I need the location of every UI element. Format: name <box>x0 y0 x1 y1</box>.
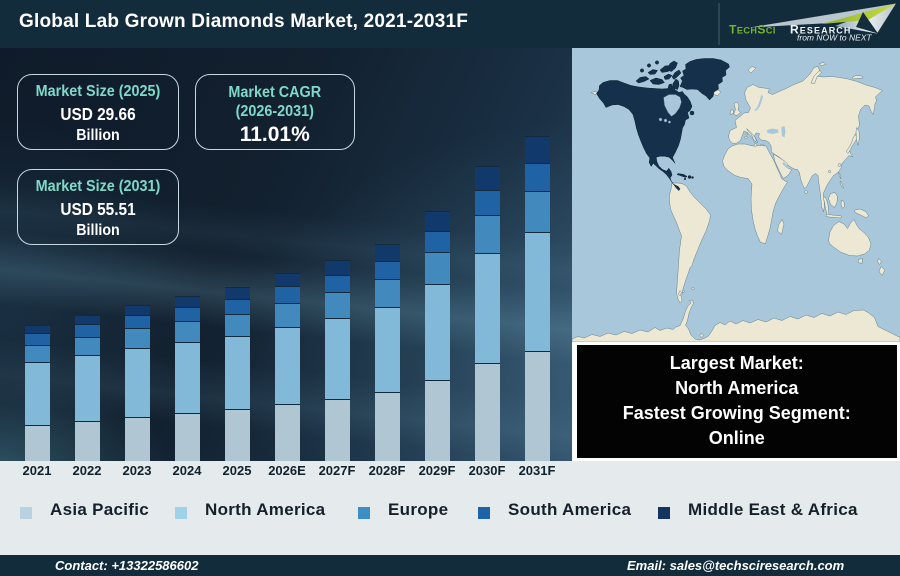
svg-text:RESEARCH: RESEARCH <box>790 23 852 37</box>
svg-text:from NOW to NEXT: from NOW to NEXT <box>797 33 872 43</box>
svg-text:TECHSCI: TECHSCI <box>729 23 776 37</box>
